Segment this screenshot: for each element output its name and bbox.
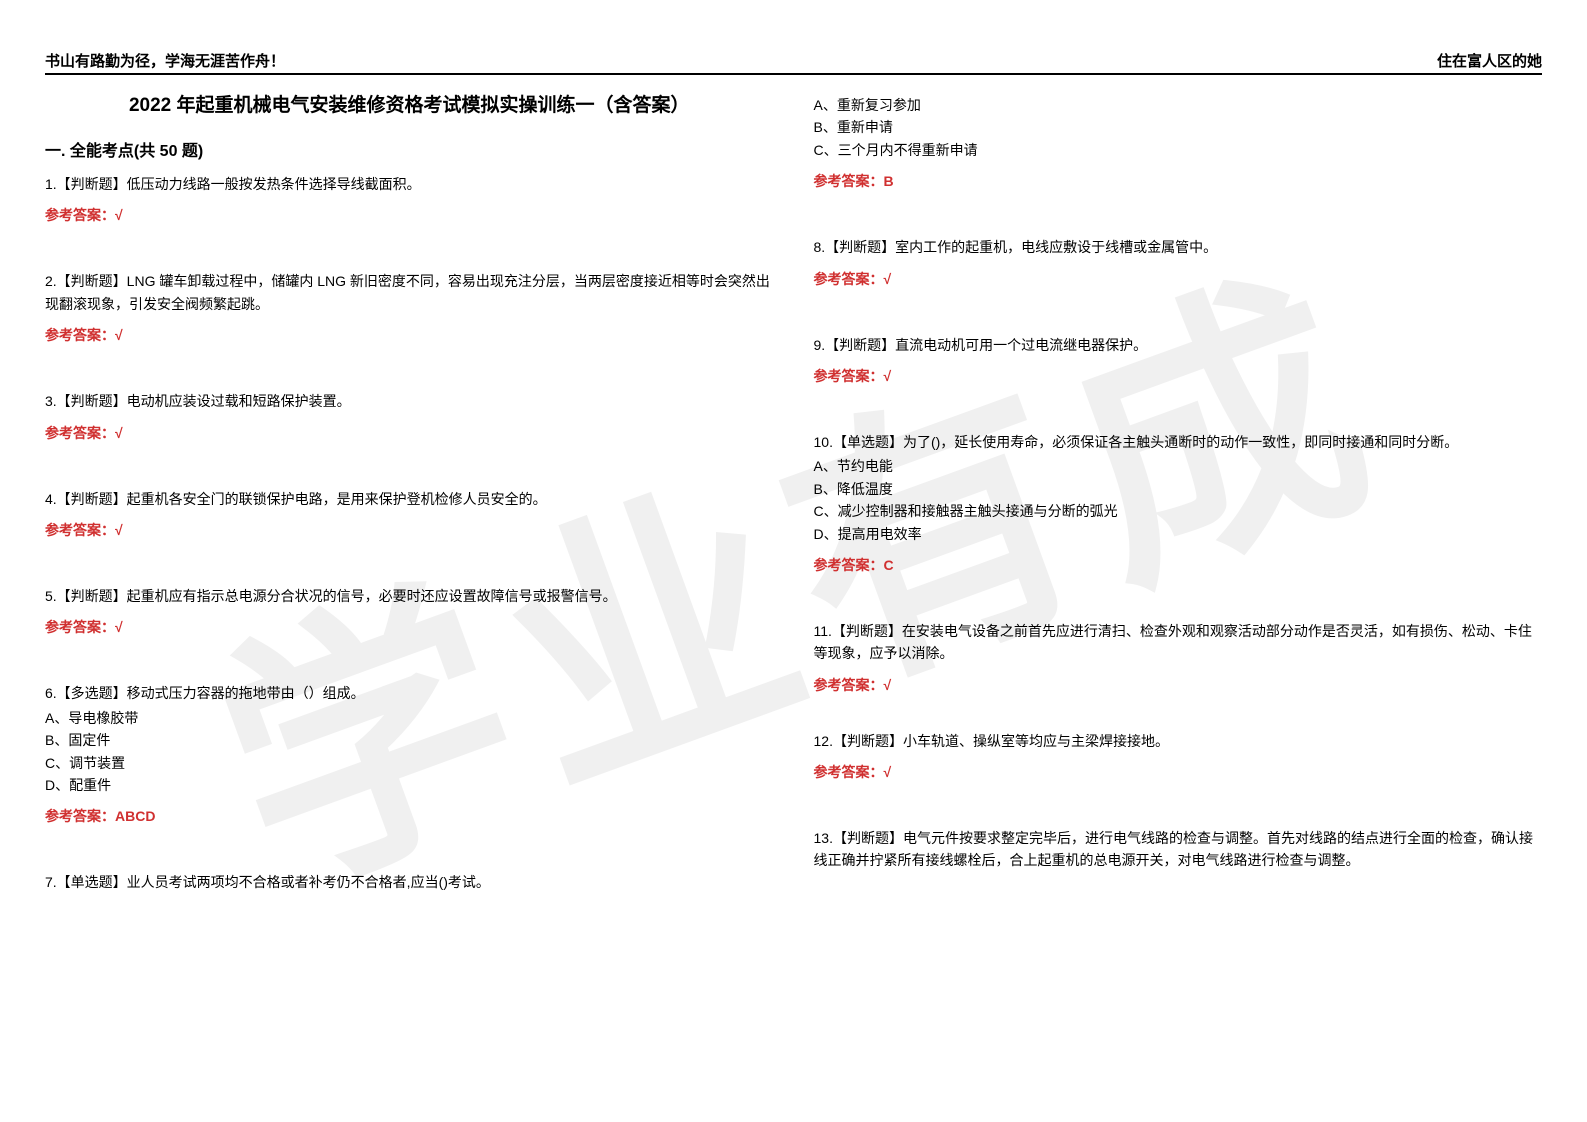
- question-text: 5.【判断题】起重机应有指示总电源分合状况的信号，必要时还应设置故障信号或报警信…: [45, 585, 774, 607]
- answer-label: 参考答案：√: [45, 423, 774, 443]
- question-text: 8.【判断题】室内工作的起重机，电线应敷设于线槽或金属管中。: [814, 236, 1543, 258]
- header-left-text: 书山有路勤为径，学海无涯苦作舟！: [45, 50, 285, 71]
- question-4: 4.【判断题】起重机各安全门的联锁保护电路，是用来保护登机检修人员安全的。 参考…: [45, 488, 774, 540]
- answer-label: 参考答案：√: [814, 366, 1543, 386]
- question-text: 7.【单选题】业人员考试两项均不合格或者补考仍不合格者,应当()考试。: [45, 871, 774, 893]
- column-right: A、重新复习参加 B、重新申请 C、三个月内不得重新申请 参考答案：B 8.【判…: [814, 90, 1543, 904]
- question-13: 13.【判断题】电气元件按要求整定完毕后，进行电气线路的检查与调整。首先对线路的…: [814, 827, 1543, 872]
- question-6: 6.【多选题】移动式压力容器的拖地带由（）组成。 A、导电橡胶带 B、固定件 C…: [45, 682, 774, 826]
- question-text: 1.【判断题】低压动力线路一般按发热条件选择导线截面积。: [45, 173, 774, 195]
- option-a: A、导电橡胶带: [45, 707, 774, 729]
- answer-label: 参考答案：ABCD: [45, 806, 774, 826]
- content-area: 2022 年起重机械电气安装维修资格考试模拟实操训练一（含答案） 一. 全能考点…: [45, 90, 1542, 904]
- answer-label: 参考答案：C: [814, 555, 1543, 575]
- answer-label: 参考答案：√: [45, 325, 774, 345]
- question-11: 11.【判断题】在安装电气设备之前首先应进行清扫、检查外观和观察活动部分动作是否…: [814, 620, 1543, 695]
- question-text: 10.【单选题】为了()，延长使用寿命，必须保证各主触头通断时的动作一致性，即同…: [814, 431, 1543, 453]
- option-c: C、调节装置: [45, 752, 774, 774]
- question-10: 10.【单选题】为了()，延长使用寿命，必须保证各主触头通断时的动作一致性，即同…: [814, 431, 1543, 575]
- option-a: A、重新复习参加: [814, 94, 1543, 116]
- question-options: A、导电橡胶带 B、固定件 C、调节装置 D、配重件: [45, 707, 774, 797]
- option-b: B、降低温度: [814, 478, 1543, 500]
- answer-label: 参考答案：√: [814, 269, 1543, 289]
- option-c: C、减少控制器和接触器主触头接通与分断的弧光: [814, 500, 1543, 522]
- column-left: 2022 年起重机械电气安装维修资格考试模拟实操训练一（含答案） 一. 全能考点…: [45, 90, 774, 904]
- option-b: B、重新申请: [814, 116, 1543, 138]
- option-c: C、三个月内不得重新申请: [814, 139, 1543, 161]
- question-12: 12.【判断题】小车轨道、操纵室等均应与主梁焊接接地。 参考答案：√: [814, 730, 1543, 782]
- question-1: 1.【判断题】低压动力线路一般按发热条件选择导线截面积。 参考答案：√: [45, 173, 774, 225]
- option-b: B、固定件: [45, 729, 774, 751]
- question-text: 3.【判断题】电动机应装设过载和短路保护装置。: [45, 390, 774, 412]
- question-2: 2.【判断题】LNG 罐车卸载过程中，储罐内 LNG 新旧密度不同，容易出现充注…: [45, 270, 774, 345]
- question-5: 5.【判断题】起重机应有指示总电源分合状况的信号，必要时还应设置故障信号或报警信…: [45, 585, 774, 637]
- option-d: D、提高用电效率: [814, 523, 1543, 545]
- question-7: 7.【单选题】业人员考试两项均不合格或者补考仍不合格者,应当()考试。: [45, 871, 774, 893]
- question-text: 9.【判断题】直流电动机可用一个过电流继电器保护。: [814, 334, 1543, 356]
- question-text: 12.【判断题】小车轨道、操纵室等均应与主梁焊接接地。: [814, 730, 1543, 752]
- page-header: 书山有路勤为径，学海无涯苦作舟！ 住在富人区的她: [45, 50, 1542, 75]
- question-text: 4.【判断题】起重机各安全门的联锁保护电路，是用来保护登机检修人员安全的。: [45, 488, 774, 510]
- document-title: 2022 年起重机械电气安装维修资格考试模拟实操训练一（含答案）: [45, 90, 774, 117]
- header-right-text: 住在富人区的她: [1437, 50, 1542, 71]
- question-text: 11.【判断题】在安装电气设备之前首先应进行清扫、检查外观和观察活动部分动作是否…: [814, 620, 1543, 665]
- answer-label: 参考答案：√: [45, 617, 774, 637]
- option-d: D、配重件: [45, 774, 774, 796]
- question-options: A、重新复习参加 B、重新申请 C、三个月内不得重新申请: [814, 94, 1543, 161]
- question-8: 8.【判断题】室内工作的起重机，电线应敷设于线槽或金属管中。 参考答案：√: [814, 236, 1543, 288]
- question-text: 2.【判断题】LNG 罐车卸载过程中，储罐内 LNG 新旧密度不同，容易出现充注…: [45, 270, 774, 315]
- answer-label: 参考答案：√: [814, 675, 1543, 695]
- answer-label: 参考答案：B: [814, 171, 1543, 191]
- section-title: 一. 全能考点(共 50 题): [45, 137, 774, 161]
- question-7-options: A、重新复习参加 B、重新申请 C、三个月内不得重新申请 参考答案：B: [814, 94, 1543, 191]
- answer-label: 参考答案：√: [814, 762, 1543, 782]
- question-text: 13.【判断题】电气元件按要求整定完毕后，进行电气线路的检查与调整。首先对线路的…: [814, 827, 1543, 872]
- option-a: A、节约电能: [814, 455, 1543, 477]
- question-text: 6.【多选题】移动式压力容器的拖地带由（）组成。: [45, 682, 774, 704]
- answer-label: 参考答案：√: [45, 205, 774, 225]
- question-9: 9.【判断题】直流电动机可用一个过电流继电器保护。 参考答案：√: [814, 334, 1543, 386]
- question-3: 3.【判断题】电动机应装设过载和短路保护装置。 参考答案：√: [45, 390, 774, 442]
- question-options: A、节约电能 B、降低温度 C、减少控制器和接触器主触头接通与分断的弧光 D、提…: [814, 455, 1543, 545]
- answer-label: 参考答案：√: [45, 520, 774, 540]
